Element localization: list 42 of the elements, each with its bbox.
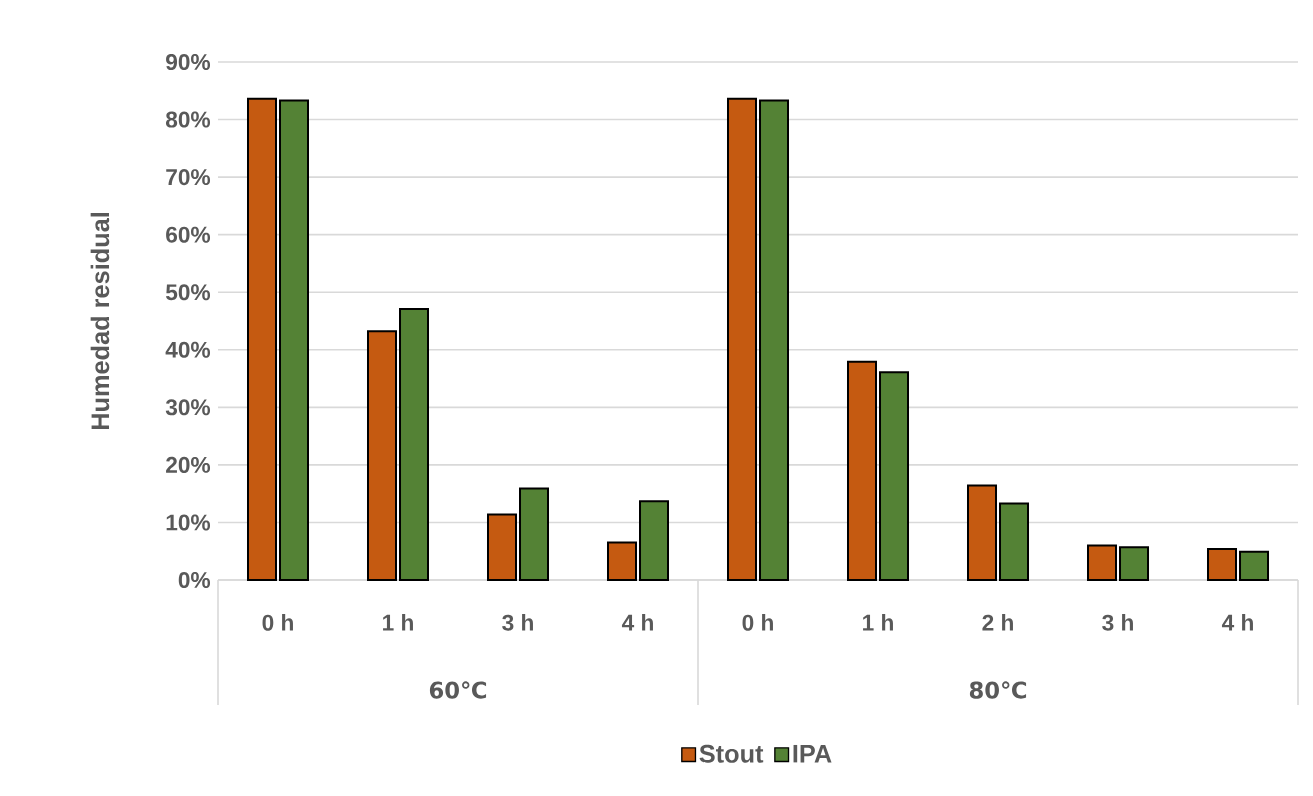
y-tick-label: 0% bbox=[178, 571, 211, 589]
bar bbox=[247, 97, 277, 581]
x-tick-label: 0 h bbox=[262, 614, 293, 631]
x-tick-label: 3 h bbox=[1102, 614, 1133, 631]
bar bbox=[727, 97, 758, 581]
bar bbox=[1119, 546, 1150, 581]
bar bbox=[639, 500, 670, 581]
legend-label: Stout bbox=[699, 744, 764, 763]
x-tick-label: 4 h bbox=[621, 614, 653, 631]
bar bbox=[1239, 550, 1270, 581]
bar bbox=[487, 513, 517, 581]
bar bbox=[879, 371, 910, 581]
y-tick-label: 60% bbox=[166, 226, 211, 243]
x-tick-label: 3 h bbox=[502, 614, 533, 631]
bar bbox=[759, 99, 790, 581]
bar bbox=[967, 484, 998, 581]
y-tick-label: 20% bbox=[166, 456, 211, 473]
y-tick-label: 40% bbox=[165, 341, 211, 358]
y-tick-label: 70% bbox=[166, 169, 211, 186]
text: 80℃ bbox=[969, 681, 1027, 699]
bar bbox=[519, 487, 550, 581]
bar bbox=[847, 360, 878, 581]
x-tick-label: 4 h bbox=[1221, 614, 1253, 631]
bar bbox=[607, 541, 637, 581]
y-tick-label: 50% bbox=[165, 284, 211, 301]
bar bbox=[399, 307, 429, 581]
y-tick-label: 90% bbox=[166, 53, 211, 71]
y-tick-label: 10% bbox=[166, 514, 211, 531]
y-axis-title: Humedad residual bbox=[90, 213, 110, 430]
x-tick-label: 1 h bbox=[383, 614, 413, 631]
x-tick-label: 1 h bbox=[863, 614, 893, 631]
bar bbox=[367, 330, 397, 581]
bar bbox=[1207, 547, 1238, 581]
y-tick-label: 80% bbox=[165, 111, 211, 128]
bar bbox=[279, 99, 309, 581]
x-tick-label: 2 h bbox=[982, 614, 1013, 631]
y-tick-label: 30% bbox=[165, 399, 211, 416]
text: 60℃ bbox=[429, 681, 487, 699]
bar bbox=[1087, 544, 1118, 581]
x-tick-label: 0 h bbox=[742, 614, 773, 631]
bar bbox=[999, 502, 1030, 581]
legend-label: IPA bbox=[793, 744, 832, 763]
